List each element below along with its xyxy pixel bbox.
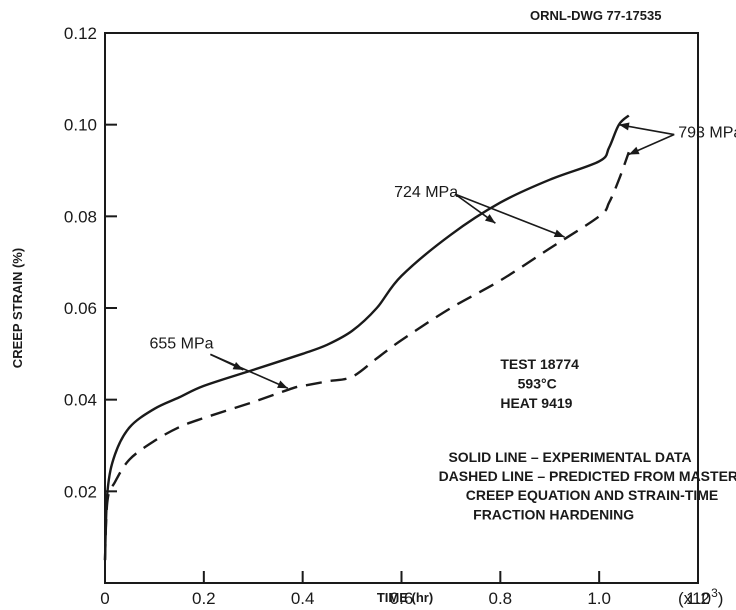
annotation-label: 724 MPa <box>394 184 458 201</box>
y-tick-label: 0.06 <box>64 299 97 318</box>
annotation-arrowhead <box>628 146 640 155</box>
x-tick-label: 1.2 <box>686 589 710 608</box>
x-tick-label: 0.6 <box>390 589 414 608</box>
x-tick-label: 0 <box>100 589 109 608</box>
annotation-arrowhead <box>618 122 630 131</box>
x-axis-title: TIME (hr) <box>377 590 433 605</box>
chart-note: DASHED LINE – PREDICTED FROM MASTER <box>439 468 736 484</box>
y-tick-label: 0.04 <box>64 391 97 410</box>
chart-note: TEST 18774 <box>500 356 579 372</box>
x-multiplier-base: (x10 <box>678 589 711 608</box>
x-multiplier-exponent: 3 <box>711 586 718 600</box>
x-multiplier-close: ) <box>718 589 724 608</box>
annotation-arrowhead <box>277 380 288 389</box>
annotation-arrows <box>210 122 675 389</box>
chart-note: FRACTION HARDENING <box>473 506 634 522</box>
y-tick-label: 0.02 <box>64 482 97 501</box>
y-axis-title: CREEP STRAIN (%) <box>10 248 25 368</box>
chart-note: 593°C <box>518 376 557 392</box>
solid-series-line <box>103 114 630 561</box>
y-tick-label: 0.08 <box>64 207 97 226</box>
annotations: 655 MPa 724 MPa 793 MPa <box>149 125 736 353</box>
y-tick-label: 0.10 <box>64 116 97 135</box>
y-tick-label: 0.12 <box>64 24 97 43</box>
annotation-arrowhead <box>484 214 496 224</box>
x-tick-label: 0.8 <box>489 589 513 608</box>
annotation-arrow-shaft <box>210 353 289 389</box>
chart-note: HEAT 9419 <box>500 395 572 411</box>
x-multiplier: (x103) <box>678 586 723 608</box>
drawing-number: ORNL-DWG 77-17535 <box>530 8 661 23</box>
chart-note: CREEP EQUATION AND STRAIN-TIME <box>466 487 719 503</box>
y-axis: 0.02 0.04 0.06 0.08 0.10 0.12 <box>64 24 117 501</box>
annotation-arrow-shaft <box>454 193 565 238</box>
x-tick-label: 1.0 <box>587 589 611 608</box>
annotation-label: 793 MPa <box>678 125 736 142</box>
series-layer <box>103 114 630 561</box>
annotation-arrowhead <box>553 229 565 238</box>
x-tick-label: 0.2 <box>192 589 216 608</box>
x-axis: 0 0.2 0.4 0.6 0.8 1.0 1.2 <box>100 571 710 608</box>
chart-notes: TEST 18774 593°C HEAT 9419 SOLID LINE – EXP… <box>439 356 736 522</box>
x-tick-label: 0.4 <box>291 589 315 608</box>
dashed-series-line <box>103 151 630 561</box>
chart-note: SOLID LINE – EXPERIMENTAL DATA <box>448 449 691 465</box>
annotation-label: 655 MPa <box>149 335 213 352</box>
